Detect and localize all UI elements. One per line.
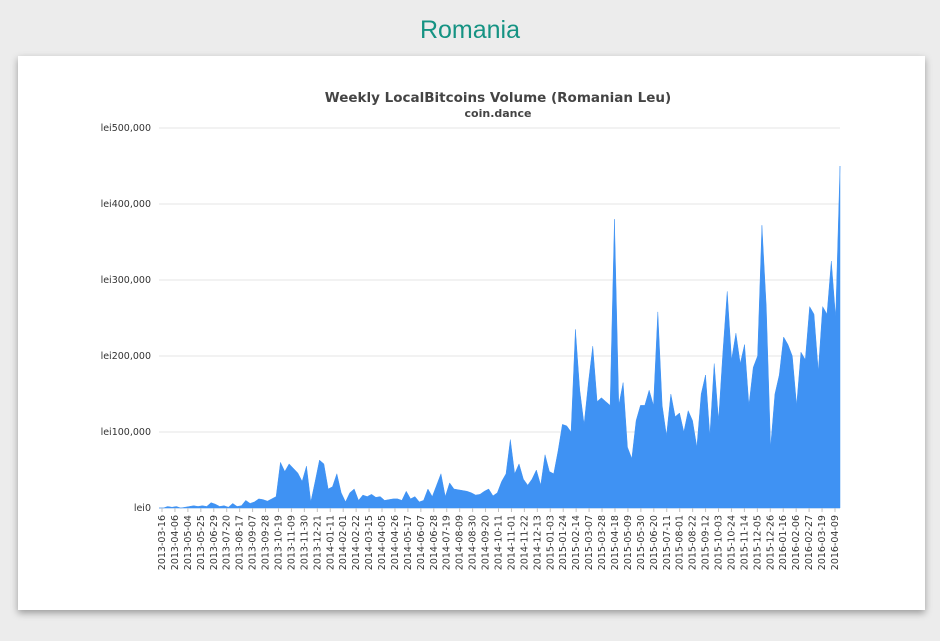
x-tick-label: 2015-07-11 <box>662 515 673 570</box>
x-tick-label: 2013-06-29 <box>209 515 220 570</box>
x-tick-label: 2014-06-07 <box>416 515 427 570</box>
x-axis: 2013-03-16 2013-04-06 2013-05-04 2013-05-25… <box>157 508 841 570</box>
x-tick-label: 2015-01-03 <box>545 515 556 570</box>
x-tick-label: 2013-11-09 <box>286 515 297 570</box>
x-tick-label: 2014-02-22 <box>351 515 362 570</box>
x-tick-label: 2014-10-11 <box>494 515 505 570</box>
chart-title: Weekly LocalBitcoins Volume (Romanian Le… <box>325 90 671 106</box>
x-tick-label: 2015-05-09 <box>623 515 634 570</box>
y-tick-label: lei500,000 <box>101 123 151 134</box>
chart-card: Weekly LocalBitcoins Volume (Romanian Le… <box>18 56 925 610</box>
x-tick-label: 2014-01-11 <box>325 515 336 570</box>
page-title: Romania <box>419 16 521 44</box>
x-tick-label: 2015-08-01 <box>675 515 686 570</box>
x-tick-label: 2014-12-13 <box>532 515 543 570</box>
y-tick-label: lei0 <box>134 503 151 514</box>
x-tick-label: 2015-10-03 <box>714 515 725 570</box>
x-tick-label: 2016-02-27 <box>804 515 815 570</box>
x-tick-label: 2015-11-14 <box>739 515 750 570</box>
x-tick-label: 2015-10-24 <box>726 515 737 570</box>
x-tick-label: 2015-01-24 <box>558 515 569 570</box>
x-tick-label: 2015-08-22 <box>688 515 699 570</box>
x-tick-label: 2016-01-16 <box>778 515 789 570</box>
x-tick-label: 2013-05-04 <box>183 515 194 570</box>
x-tick-label: 2014-06-28 <box>429 515 440 570</box>
x-tick-label: 2013-09-28 <box>261 515 272 570</box>
x-tick-label: 2013-05-25 <box>196 515 207 570</box>
x-tick-label: 2013-09-07 <box>248 515 259 570</box>
area-series-path <box>159 165 841 509</box>
x-tick-label: 2014-07-19 <box>442 515 453 570</box>
x-tick-label: 2013-10-19 <box>273 515 284 570</box>
x-tick-label: 2014-09-20 <box>481 515 492 570</box>
x-tick-label: 2014-04-05 <box>377 515 388 570</box>
x-tick-label: 2014-04-26 <box>390 515 401 570</box>
x-tick-label: 2014-03-15 <box>364 515 375 570</box>
y-axis: lei0 lei100,000 lei200,000 lei300,000 lei400… <box>101 123 151 514</box>
x-tick-label: 2015-03-28 <box>597 515 608 570</box>
y-tick-label: lei400,000 <box>101 199 151 210</box>
y-tick-label: lei100,000 <box>101 427 151 438</box>
x-tick-label: 2014-11-22 <box>519 515 530 570</box>
chart-subtitle: coin.dance <box>465 107 532 120</box>
x-tick-label: 2015-12-05 <box>752 515 763 570</box>
x-tick-label: 2013-12-21 <box>312 515 323 570</box>
volume-chart: Weekly LocalBitcoins Volume (Romanian Le… <box>101 90 841 570</box>
area-series <box>159 165 841 509</box>
x-tick-label: 2015-03-07 <box>584 515 595 570</box>
x-tick-label: 2016-04-09 <box>830 515 841 570</box>
x-tick-label: 2013-08-17 <box>235 515 246 570</box>
x-tick-label: 2013-07-20 <box>222 515 233 570</box>
x-tick-label: 2014-08-09 <box>455 515 466 570</box>
x-tick-label: 2015-12-26 <box>765 515 776 570</box>
y-tick-label: lei200,000 <box>101 351 151 362</box>
x-tick-label: 2013-11-30 <box>299 515 310 570</box>
x-tick-label: 2014-02-01 <box>338 515 349 570</box>
y-tick-label: lei300,000 <box>101 275 151 286</box>
x-tick-label: 2014-08-30 <box>468 515 479 570</box>
x-tick-label: 2015-09-12 <box>701 515 712 570</box>
x-tick-label: 2013-03-16 <box>157 515 168 570</box>
x-tick-label: 2015-04-18 <box>610 515 621 570</box>
x-tick-label: 2015-02-14 <box>571 515 582 570</box>
x-tick-label: 2014-05-17 <box>403 515 414 570</box>
x-tick-label: 2013-04-06 <box>170 515 181 570</box>
x-tick-label: 2015-05-30 <box>636 515 647 570</box>
x-tick-label: 2016-02-06 <box>791 515 802 570</box>
x-tick-label: 2014-11-01 <box>506 515 517 570</box>
x-tick-label: 2016-03-19 <box>817 515 828 570</box>
x-tick-label: 2015-06-20 <box>649 515 660 570</box>
